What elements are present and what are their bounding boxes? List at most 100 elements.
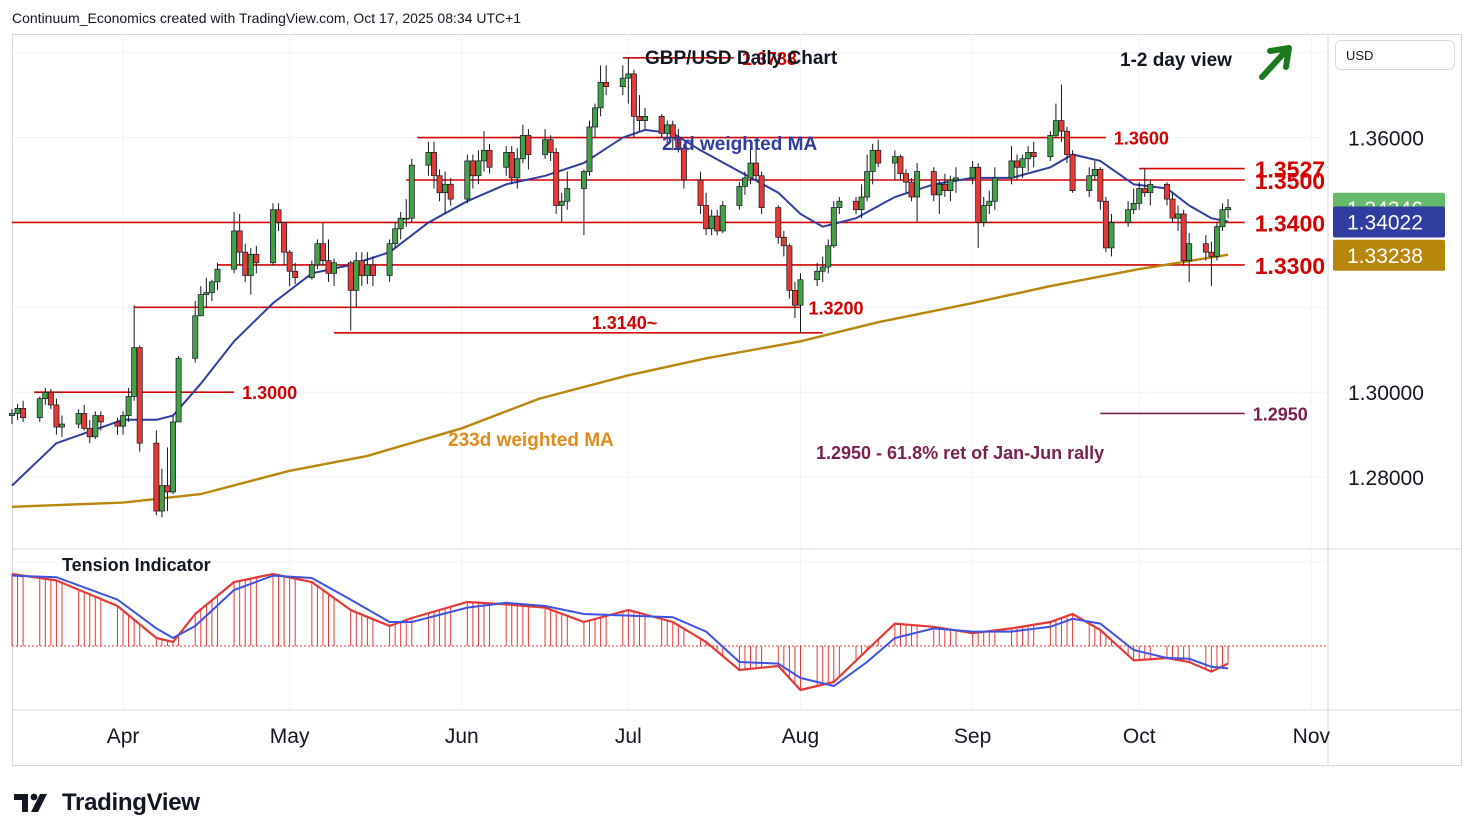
- candle: [1091, 160, 1098, 181]
- view-arrow-icon: [1259, 45, 1292, 80]
- candle: [314, 239, 321, 270]
- candle: [125, 387, 132, 422]
- candle: [164, 447, 171, 512]
- candle: [747, 148, 754, 185]
- candle-body: [936, 183, 943, 196]
- candle: [270, 203, 276, 265]
- candle-body: [969, 166, 976, 179]
- candle-body: [431, 152, 437, 177]
- candle-body: [1025, 152, 1032, 160]
- candle-body: [553, 152, 560, 206]
- candle-body: [1091, 169, 1098, 177]
- candle-body: [231, 230, 238, 270]
- candle-body: [708, 215, 715, 230]
- candle: [281, 222, 288, 265]
- osc-histogram-line: [11, 572, 1229, 692]
- candle-body: [236, 230, 243, 253]
- candle-body: [1208, 251, 1215, 257]
- price-badge: [1333, 206, 1445, 238]
- candle: [580, 169, 587, 236]
- candle: [547, 135, 554, 161]
- candle-body: [320, 243, 326, 262]
- candle: [508, 146, 515, 185]
- candle-body: [47, 391, 54, 406]
- candle: [292, 262, 299, 284]
- candle: [875, 139, 882, 168]
- osc-signal-line: [11, 574, 1229, 688]
- candle: [158, 468, 165, 518]
- candle: [192, 300, 199, 363]
- candle-body: [564, 188, 571, 202]
- candle: [1213, 222, 1220, 261]
- candle: [1030, 141, 1037, 168]
- candle-body: [481, 149, 487, 162]
- candle-body: [1186, 243, 1193, 262]
- candle-body: [542, 139, 549, 155]
- candle: [97, 411, 104, 431]
- candle-body: [797, 279, 804, 306]
- candle-body: [192, 315, 199, 359]
- candle: [153, 430, 160, 516]
- level-label: 1.3300: [1255, 253, 1325, 279]
- candle: [736, 182, 743, 210]
- candle: [403, 199, 410, 227]
- candle: [758, 171, 765, 214]
- candle: [953, 167, 959, 193]
- candle-body: [308, 264, 315, 278]
- candle-body: [131, 347, 138, 397]
- candle-body: [1136, 188, 1143, 204]
- ma233-path: [11, 253, 1229, 508]
- candle: [1064, 126, 1070, 164]
- candle-body: [1058, 120, 1065, 132]
- candle-body: [814, 270, 821, 281]
- candle: [630, 69, 637, 138]
- candle: [1019, 154, 1026, 178]
- candle-body: [208, 281, 215, 293]
- candle-body: [519, 135, 526, 160]
- currency-button[interactable]: USD: [1335, 40, 1455, 70]
- candle-body: [1130, 203, 1137, 211]
- view-label: 1-2 day view: [1120, 50, 1232, 71]
- candle-body: [669, 124, 676, 138]
- candle-body: [625, 73, 632, 79]
- candle-body: [858, 196, 865, 211]
- candle-body: [253, 253, 260, 264]
- candle: [14, 404, 21, 420]
- candle: [603, 65, 610, 96]
- candle: [825, 239, 832, 274]
- candle: [59, 415, 65, 437]
- price-badge-label: 1.33238: [1347, 245, 1423, 268]
- candle: [1025, 146, 1032, 172]
- candle-body: [869, 149, 876, 172]
- candle-body: [9, 413, 15, 416]
- candle: [1058, 84, 1065, 142]
- candle-body: [175, 357, 182, 423]
- candle-body: [242, 251, 249, 276]
- candle: [708, 209, 715, 236]
- candle: [20, 400, 27, 422]
- candle: [791, 281, 798, 318]
- candle-body: [1147, 183, 1154, 194]
- price-axis: 1.380001.360001.300001.280001.343461.340…: [1333, 43, 1445, 490]
- tradingview-logo[interactable]: TradingView: [14, 788, 200, 818]
- candle-body: [469, 160, 476, 177]
- candle-body: [14, 408, 21, 414]
- candle: [1225, 199, 1232, 219]
- candle-body: [664, 124, 671, 134]
- candle-body: [680, 147, 687, 181]
- candle-body: [903, 173, 909, 183]
- candle-body: [75, 413, 82, 425]
- candle-body: [891, 156, 898, 164]
- candle-body: [836, 200, 843, 208]
- candle: [986, 190, 993, 214]
- candle: [1014, 154, 1020, 181]
- candle: [425, 141, 432, 176]
- candle: [1175, 205, 1182, 231]
- candle: [864, 154, 871, 202]
- price-tick-label: 1.30000: [1348, 382, 1424, 405]
- candle: [397, 211, 404, 240]
- candle-body: [1125, 209, 1132, 223]
- candle: [203, 277, 210, 308]
- candle-body: [353, 260, 360, 291]
